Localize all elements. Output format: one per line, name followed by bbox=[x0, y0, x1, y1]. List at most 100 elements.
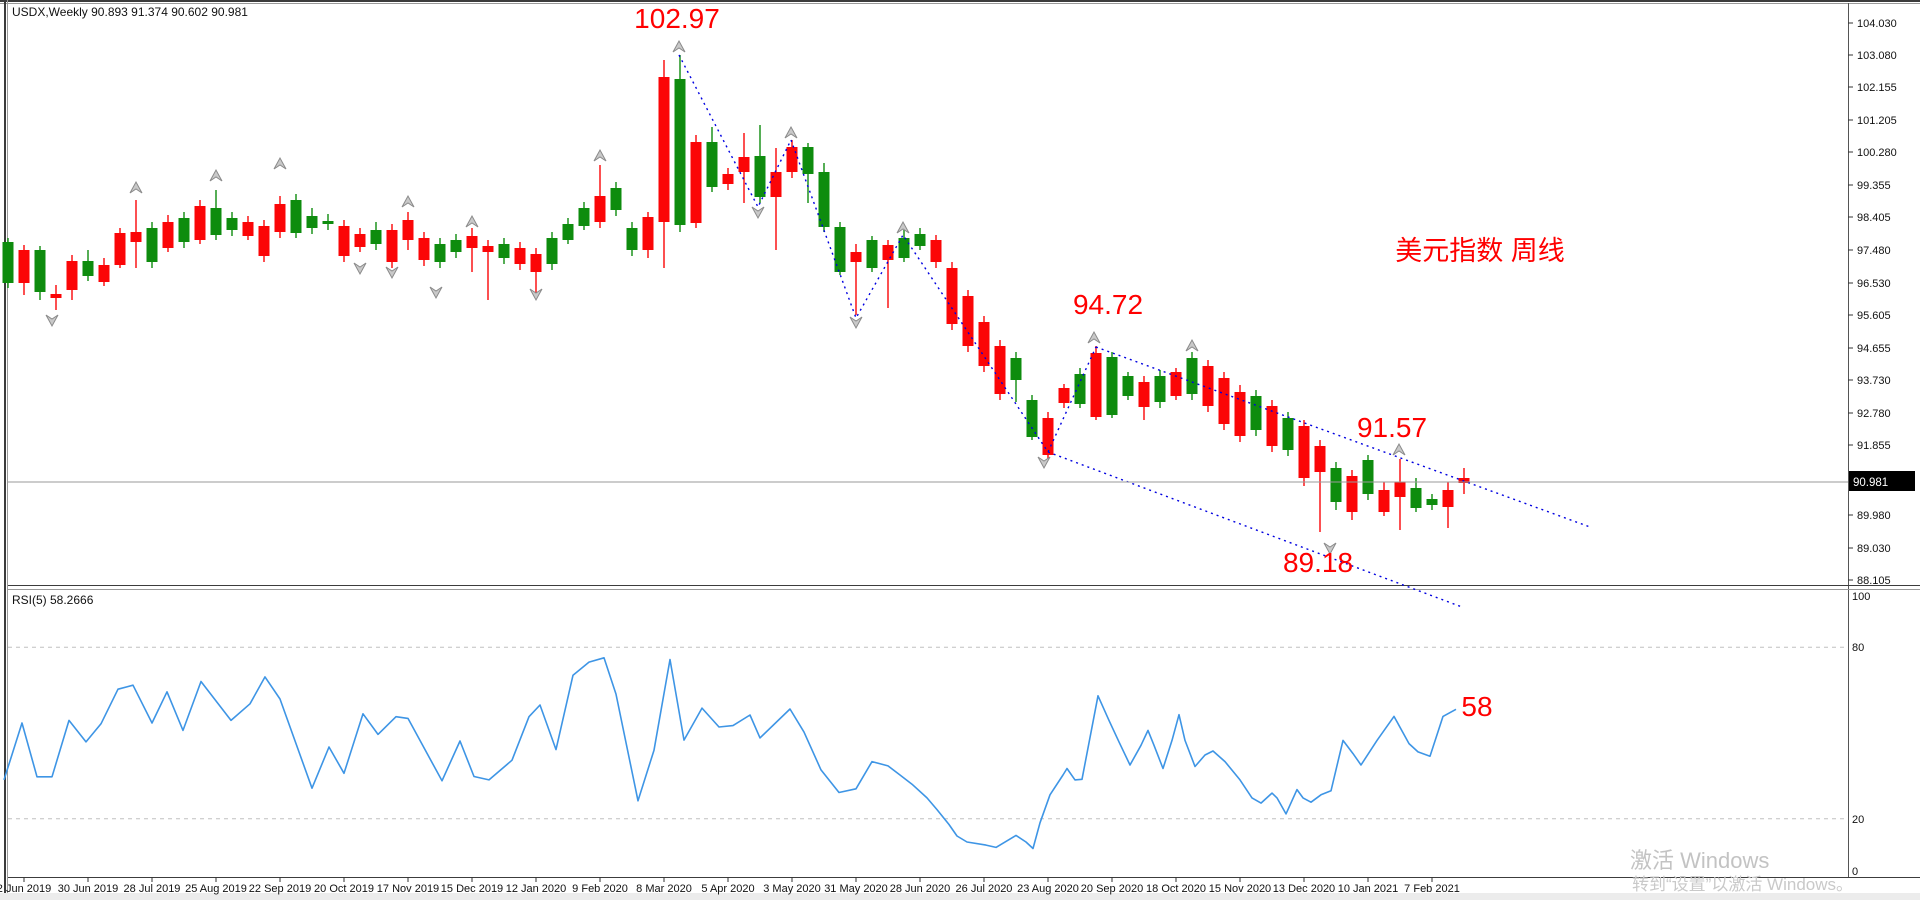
candle-body[interactable] bbox=[34, 250, 46, 292]
candle-body[interactable] bbox=[1042, 418, 1054, 455]
candle-body[interactable] bbox=[754, 156, 766, 197]
candle-body[interactable] bbox=[610, 188, 622, 210]
candle-body[interactable] bbox=[1394, 482, 1406, 497]
candle-body[interactable] bbox=[1154, 376, 1166, 402]
candle-body[interactable] bbox=[594, 196, 606, 222]
candle-body[interactable] bbox=[274, 204, 286, 232]
candle-body[interactable] bbox=[1074, 374, 1086, 404]
candle-body[interactable] bbox=[1170, 372, 1182, 396]
candle-body[interactable] bbox=[386, 230, 398, 262]
candle-body[interactable] bbox=[642, 217, 654, 250]
candle-body[interactable] bbox=[722, 174, 734, 184]
price-axis-label[interactable]: 89.980 bbox=[1857, 510, 1891, 522]
candle-body[interactable] bbox=[786, 147, 798, 172]
candle-body[interactable] bbox=[818, 172, 830, 227]
candle-body[interactable] bbox=[258, 226, 270, 256]
candle-body[interactable] bbox=[706, 142, 718, 187]
price-axis-label[interactable]: 96.530 bbox=[1857, 278, 1891, 290]
candle-body[interactable] bbox=[66, 261, 78, 290]
date-axis-label[interactable]: 31 May 2020 bbox=[824, 883, 888, 895]
candle-body[interactable] bbox=[674, 79, 686, 225]
candle-body[interactable] bbox=[738, 157, 750, 172]
date-axis-label[interactable]: 20 Sep 2020 bbox=[1081, 883, 1143, 895]
candle-body[interactable] bbox=[1426, 499, 1438, 505]
date-axis-label[interactable]: 13 Dec 2020 bbox=[1273, 883, 1335, 895]
candle-body[interactable] bbox=[1058, 388, 1070, 403]
date-axis-label[interactable]: 2 Jun 2019 bbox=[0, 883, 51, 895]
channel-lower-line[interactable] bbox=[1047, 451, 1463, 608]
candle-body[interactable] bbox=[210, 208, 222, 235]
rsi-axis-label[interactable]: 20 bbox=[1852, 814, 1864, 826]
candle-body[interactable] bbox=[130, 232, 142, 242]
candle-body[interactable] bbox=[322, 221, 334, 224]
candle-body[interactable] bbox=[114, 233, 126, 265]
candle-body[interactable] bbox=[626, 228, 638, 250]
candle-body[interactable] bbox=[994, 346, 1006, 394]
candle-body[interactable] bbox=[290, 200, 302, 233]
candle-body[interactable] bbox=[546, 238, 558, 264]
candle-body[interactable] bbox=[658, 77, 670, 222]
date-axis-label[interactable]: 9 Feb 2020 bbox=[572, 883, 628, 895]
candle-body[interactable] bbox=[530, 254, 542, 272]
candle-body[interactable] bbox=[146, 228, 158, 262]
candle-body[interactable] bbox=[850, 252, 862, 262]
candle-body[interactable] bbox=[1442, 490, 1454, 507]
price-axis[interactable]: 104.030 103.080 102.155 101.205 100.280 99.35… bbox=[1848, 18, 1897, 878]
candle-body[interactable] bbox=[242, 222, 254, 236]
candle-body[interactable] bbox=[450, 240, 462, 252]
candle-body[interactable] bbox=[1122, 376, 1134, 396]
candle-body[interactable] bbox=[1202, 366, 1214, 406]
date-axis-label[interactable]: 8 Mar 2020 bbox=[636, 883, 692, 895]
candle-body[interactable] bbox=[1330, 468, 1342, 502]
price-axis-label[interactable]: 103.080 bbox=[1857, 50, 1897, 62]
candle-body[interactable] bbox=[354, 234, 366, 247]
date-axis-label[interactable]: 17 Nov 2019 bbox=[377, 883, 439, 895]
price-axis-label[interactable]: 101.205 bbox=[1857, 115, 1897, 127]
price-axis-label[interactable]: 100.280 bbox=[1857, 147, 1897, 159]
candle-body[interactable] bbox=[162, 222, 174, 248]
candle-body[interactable] bbox=[1410, 488, 1422, 508]
price-axis-label[interactable]: 89.030 bbox=[1857, 543, 1891, 555]
candle-body[interactable] bbox=[1186, 358, 1198, 394]
rsi-line[interactable] bbox=[3, 656, 1457, 850]
candle-body[interactable] bbox=[978, 322, 990, 366]
price-axis-label[interactable]: 98.405 bbox=[1857, 212, 1891, 224]
candle-body[interactable] bbox=[1106, 357, 1118, 415]
candle-body[interactable] bbox=[1010, 358, 1022, 380]
candle-body[interactable] bbox=[690, 142, 702, 223]
date-axis-label[interactable]: 5 Apr 2020 bbox=[701, 883, 754, 895]
candle-body[interactable] bbox=[18, 250, 30, 283]
candle-body[interactable] bbox=[82, 261, 94, 276]
candle-body[interactable] bbox=[1282, 418, 1294, 450]
candle-body[interactable] bbox=[770, 172, 782, 197]
candle-body[interactable] bbox=[178, 218, 190, 242]
candle-body[interactable] bbox=[482, 246, 494, 252]
candle-body[interactable] bbox=[306, 216, 318, 228]
candle-body[interactable] bbox=[402, 220, 414, 240]
candle-body[interactable] bbox=[2, 242, 14, 283]
candle-body[interactable] bbox=[98, 265, 110, 282]
price-axis-label[interactable]: 91.855 bbox=[1857, 440, 1891, 452]
candle-body[interactable] bbox=[578, 208, 590, 226]
candle-body[interactable] bbox=[226, 218, 238, 230]
date-axis-label[interactable]: 26 Jul 2020 bbox=[956, 883, 1013, 895]
date-axis-label[interactable]: 20 Oct 2019 bbox=[314, 883, 374, 895]
candle-body[interactable] bbox=[418, 238, 430, 260]
price-axis-label[interactable]: 99.355 bbox=[1857, 180, 1891, 192]
date-axis-label[interactable]: 15 Dec 2019 bbox=[441, 883, 503, 895]
candle-body[interactable] bbox=[882, 245, 894, 260]
candle-body[interactable] bbox=[1346, 476, 1358, 512]
rsi-line-layer[interactable] bbox=[3, 656, 1457, 850]
date-axis-label[interactable]: 7 Feb 2021 bbox=[1404, 883, 1460, 895]
candle-body[interactable] bbox=[1378, 490, 1390, 512]
date-axis-label[interactable]: 18 Oct 2020 bbox=[1146, 883, 1206, 895]
date-axis-label[interactable]: 25 Aug 2019 bbox=[185, 883, 247, 895]
date-axis-label[interactable]: 15 Nov 2020 bbox=[1209, 883, 1271, 895]
channel-upper-line[interactable] bbox=[1095, 346, 1591, 528]
candle-body[interactable] bbox=[466, 236, 478, 248]
candle-body[interactable] bbox=[370, 230, 382, 244]
candle-body[interactable] bbox=[930, 240, 942, 262]
candle-body[interactable] bbox=[1234, 392, 1246, 436]
candle-body[interactable] bbox=[562, 224, 574, 240]
